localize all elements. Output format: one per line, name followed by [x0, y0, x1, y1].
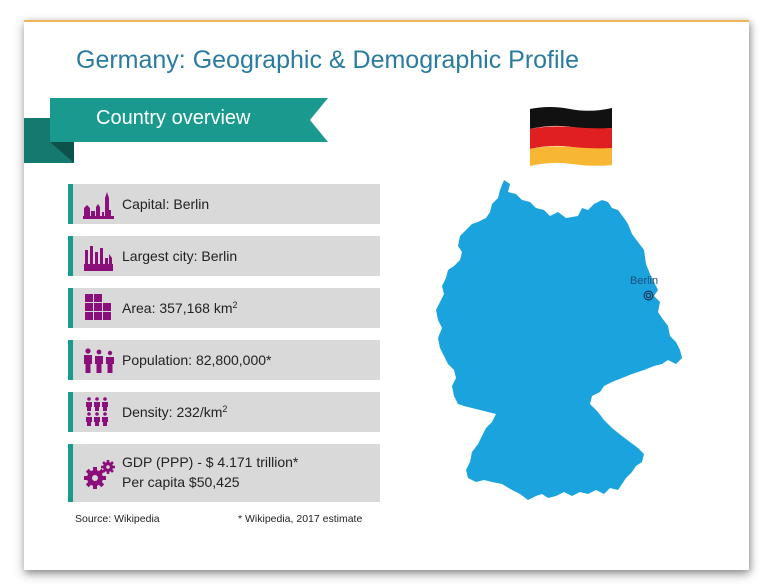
- fact-row-capital: Capital: Berlin: [68, 184, 380, 224]
- fact-label: Largest city: Berlin: [122, 248, 238, 264]
- fact-row-density: Density: 232/km2: [68, 392, 380, 432]
- fact-label: Area: 357,168 km2: [122, 300, 238, 316]
- germany-map: [436, 180, 682, 500]
- page-title: Germany: Geographic & Demographic Profil…: [76, 46, 580, 74]
- berlin-label: Berlin: [630, 275, 659, 287]
- capital-skyline-icon: [83, 192, 114, 219]
- city-skyline-icon: [84, 246, 113, 271]
- fact-label-per-capita: Per capita $50,425: [122, 474, 240, 490]
- fact-row-largest-city: Largest city: Berlin: [68, 236, 380, 276]
- fact-label: Population: 82,800,000*: [122, 352, 272, 368]
- fact-label-gdp: GDP (PPP) - $ 4.171 trillion*: [122, 454, 299, 470]
- fact-label: Density: 232/km2: [122, 404, 228, 420]
- source-note: Source: Wikipedia: [75, 513, 160, 525]
- fact-row-gdp: GDP (PPP) - $ 4.171 trillion* Per capita…: [68, 444, 380, 502]
- capital-marker-icon: [643, 290, 654, 301]
- section-ribbon: [50, 98, 328, 142]
- fact-label: Capital: Berlin: [122, 196, 210, 212]
- gdp-gears-icon: [84, 460, 115, 489]
- population-people-icon: [84, 348, 114, 373]
- density-people-icon: [86, 397, 108, 426]
- fact-row-area: Area: 357,168 km2: [68, 288, 380, 328]
- section-title: Country overview: [96, 107, 251, 129]
- germany-flag-icon: [530, 107, 612, 166]
- area-grid-icon: [85, 294, 111, 320]
- fact-row-population: Population: 82,800,000*: [68, 340, 380, 380]
- estimate-note: * Wikipedia, 2017 estimate: [238, 513, 363, 525]
